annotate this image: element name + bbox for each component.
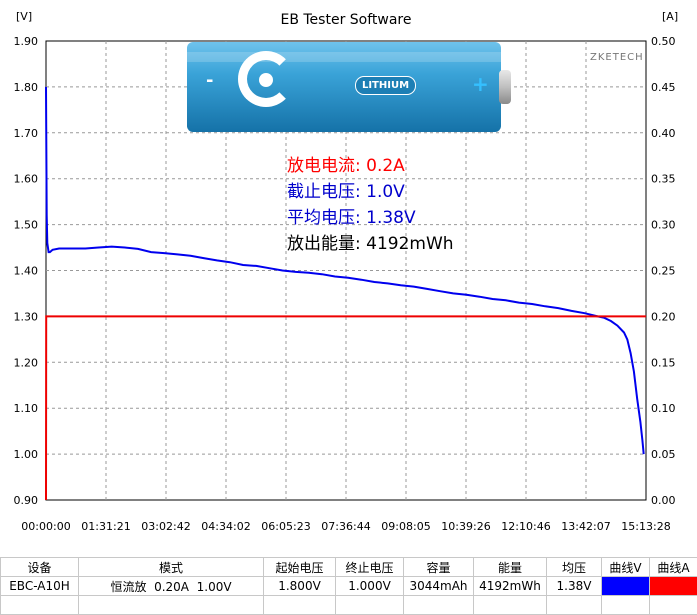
header-avg-voltage[interactable]: 均压 [547, 558, 602, 577]
battery-lithium-label: LITHIUM [362, 80, 409, 91]
table-row-empty [1, 596, 697, 615]
x-tick-label: 07:36:44 [321, 520, 370, 533]
discharge-current-value: 0.2A [366, 156, 405, 176]
curve-a-color-swatch[interactable] [650, 577, 697, 596]
cutoff-voltage-label: 截止电压: [287, 179, 361, 205]
y-right-tick-label: 0.10 [651, 402, 676, 415]
x-tick-label: 13:42:07 [561, 520, 610, 533]
x-tick-label: 06:05:23 [261, 520, 310, 533]
cell-capacity[interactable]: 3044mAh [404, 577, 474, 596]
y-left-tick-label: 1.50 [14, 219, 39, 232]
y-left-tick-label: 1.90 [14, 35, 39, 48]
voltage-series-line [46, 87, 644, 454]
y-right-tick-label: 0.25 [651, 265, 676, 278]
empty-cell [650, 596, 697, 615]
battery-plus-sign: + [472, 72, 489, 96]
discharge-current-label: 放电电流: [287, 153, 361, 179]
cell-end-voltage[interactable]: 1.000V [336, 577, 404, 596]
y-left-tick-label: 1.20 [14, 356, 39, 369]
results-table-container: 设备 模式 起始电压 终止电压 容量 能量 均压 曲线V 曲线A EBC-A10… [0, 557, 697, 614]
watermark: ZKETECH [590, 52, 644, 63]
y-left-tick-label: 1.10 [14, 402, 39, 415]
avg-voltage-line: 平均电压: 1.38V [287, 205, 454, 231]
right-axis-unit: [A] [662, 10, 678, 23]
x-tick-label: 12:10:46 [501, 520, 550, 533]
header-curve-a[interactable]: 曲线A [650, 558, 697, 577]
y-left-tick-label: 1.40 [14, 265, 39, 278]
avg-voltage-label: 平均电压: [287, 205, 361, 231]
y-right-tick-label: 0.15 [651, 356, 676, 369]
battery-image [187, 42, 513, 132]
cell-device[interactable]: EBC-A10H [1, 577, 79, 596]
empty-cell [79, 596, 264, 615]
x-tick-label: 15:13:28 [621, 520, 670, 533]
avg-voltage-value: 1.38V [366, 208, 415, 228]
y-right-tick-label: 0.45 [651, 81, 676, 94]
summary-overlay: 放电电流: 0.2A 截止电压: 1.0V 平均电压: 1.38V 放出能量: … [287, 153, 454, 257]
header-curve-v[interactable]: 曲线V [602, 558, 650, 577]
cutoff-voltage-line: 截止电压: 1.0V [287, 179, 454, 205]
x-tick-label: 03:02:42 [141, 520, 190, 533]
y-left-tick-label: 0.90 [14, 494, 39, 507]
y-left-tick-label: 1.00 [14, 448, 39, 461]
x-tick-label: 00:00:00 [21, 520, 70, 533]
y-right-tick-label: 0.35 [651, 173, 676, 186]
empty-cell [602, 596, 650, 615]
empty-cell [547, 596, 602, 615]
y-left-tick-label: 1.80 [14, 81, 39, 94]
cell-energy[interactable]: 4192mWh [474, 577, 547, 596]
results-table: 设备 模式 起始电压 终止电压 容量 能量 均压 曲线V 曲线A EBC-A10… [0, 557, 697, 615]
table-row[interactable]: EBC-A10H 恒流放 0.20A 1.00V 1.800V 1.000V 3… [1, 577, 697, 596]
battery-minus-sign: - [206, 70, 213, 91]
energy-value: 4192mWh [366, 234, 453, 254]
x-tick-label: 04:34:02 [201, 520, 250, 533]
cell-avg-voltage[interactable]: 1.38V [547, 577, 602, 596]
y-left-tick-label: 1.30 [14, 310, 39, 323]
x-tick-label: 01:31:21 [81, 520, 130, 533]
empty-cell [1, 596, 79, 615]
y-right-tick-label: 0.50 [651, 35, 676, 48]
y-right-tick-label: 0.05 [651, 448, 676, 461]
battery-lithium-badge: LITHIUM [355, 76, 416, 95]
header-end-voltage[interactable]: 终止电压 [336, 558, 404, 577]
y-right-tick-label: 0.20 [651, 310, 676, 323]
x-tick-label: 09:08:05 [381, 520, 430, 533]
x-tick-label: 10:39:26 [441, 520, 490, 533]
battery-logo-dot-icon [259, 73, 273, 87]
y-left-tick-label: 1.70 [14, 127, 39, 140]
chart-area: EB Tester Software [V] [A] 1.90 0.50 1.80 0… [0, 0, 697, 556]
cutoff-voltage-value: 1.0V [366, 182, 405, 202]
discharge-current-line: 放电电流: 0.2A [287, 153, 454, 179]
empty-cell [264, 596, 336, 615]
energy-label: 放出能量: [287, 231, 361, 257]
empty-cell [336, 596, 404, 615]
y-right-tick-label: 0.00 [651, 494, 676, 507]
cell-start-voltage[interactable]: 1.800V [264, 577, 336, 596]
curve-v-color-swatch[interactable] [602, 577, 650, 596]
left-axis-unit: [V] [16, 10, 32, 23]
y-right-tick-label: 0.30 [651, 219, 676, 232]
table-header-row: 设备 模式 起始电压 终止电压 容量 能量 均压 曲线V 曲线A [1, 558, 697, 577]
y-left-tick-label: 1.60 [14, 173, 39, 186]
empty-cell [474, 596, 547, 615]
header-capacity[interactable]: 容量 [404, 558, 474, 577]
y-right-tick-label: 0.40 [651, 127, 676, 140]
cell-mode[interactable]: 恒流放 0.20A 1.00V [79, 577, 264, 596]
window-title: EB Tester Software [280, 12, 411, 28]
empty-cell [404, 596, 474, 615]
header-device[interactable]: 设备 [1, 558, 79, 577]
header-energy[interactable]: 能量 [474, 558, 547, 577]
header-start-voltage[interactable]: 起始电压 [264, 558, 336, 577]
energy-line: 放出能量: 4192mWh [287, 231, 454, 257]
header-mode[interactable]: 模式 [79, 558, 264, 577]
